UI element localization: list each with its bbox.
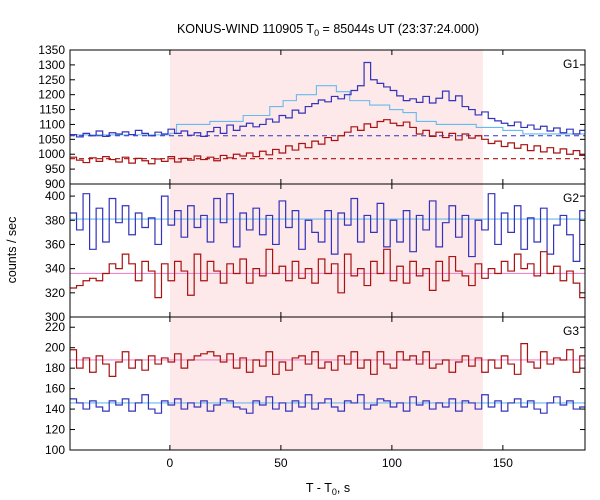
g3-ytick-label: 200: [45, 341, 65, 355]
g1-ytick-label: 1000: [38, 147, 65, 161]
g3-ytick-label: 160: [45, 382, 65, 396]
g3-ytick-label: 180: [45, 361, 65, 375]
x-axis-label-rest: , s: [337, 481, 350, 495]
g1-ytick-label: 900: [45, 177, 65, 191]
g3-frame: [69, 316, 586, 451]
x-axis-label-subscript: 0: [332, 487, 337, 497]
x-axis-label-main: T - T: [306, 481, 332, 495]
g1-ytick-label: 950: [45, 162, 65, 176]
y-axis-label: counts / sec: [5, 217, 19, 284]
g1-ytick-label: 1150: [39, 103, 65, 117]
xtick-label: 50: [274, 456, 288, 470]
panel-label-g1: G1: [563, 57, 579, 71]
chart-title: KONUS-WIND 110905 T0 = 85044s UT (23:37:…: [177, 22, 479, 38]
x-axis-label: T - T0, s: [306, 481, 350, 497]
g1-series-0: [70, 61, 585, 138]
g2-ytick-label: 300: [45, 310, 65, 324]
g2-series-1: [70, 248, 585, 299]
g1-series-1: [70, 119, 585, 165]
g3-series-0: [70, 343, 585, 377]
g1-ytick-label: 1350: [38, 43, 65, 57]
panel-label-g3: G3: [563, 324, 579, 338]
highlight-interval: [169, 50, 483, 450]
g2-ytick-label: 340: [45, 262, 65, 276]
g2-series-0: [70, 193, 585, 262]
chart-title-subscript: 0: [314, 28, 319, 38]
xtick-label: 150: [493, 456, 513, 470]
g1-ytick-label: 1050: [38, 132, 65, 146]
g3-ytick-label: 140: [45, 402, 65, 416]
g2-ytick-label: 400: [45, 189, 65, 203]
chart-title-main: KONUS-WIND 110905 T: [177, 22, 314, 36]
xtick-label: 100: [382, 456, 402, 470]
g1-ytick-label: 1300: [38, 58, 65, 72]
g1-ytick-label: 1250: [38, 73, 65, 87]
g2-ytick-label: 320: [45, 286, 65, 300]
g2-ytick-label: 380: [45, 213, 65, 227]
g2-ytick-label: 360: [45, 237, 65, 251]
plot-layer: 90095010001050110011501200125013001350G1…: [38, 43, 586, 470]
g1-ytick-label: 1100: [39, 117, 65, 131]
g3-series-1: [70, 394, 585, 414]
g3-ytick-label: 120: [45, 423, 65, 437]
xtick-label: 0: [167, 456, 174, 470]
g3-ytick-label: 220: [45, 320, 65, 334]
g1-fit-line-0: [70, 85, 585, 137]
panel-label-g2: G2: [563, 191, 579, 205]
g3-ytick-label: 100: [45, 443, 65, 457]
chart-title-rest: = 85044s UT (23:37:24.000): [319, 22, 479, 36]
g1-ytick-label: 1200: [38, 88, 65, 102]
